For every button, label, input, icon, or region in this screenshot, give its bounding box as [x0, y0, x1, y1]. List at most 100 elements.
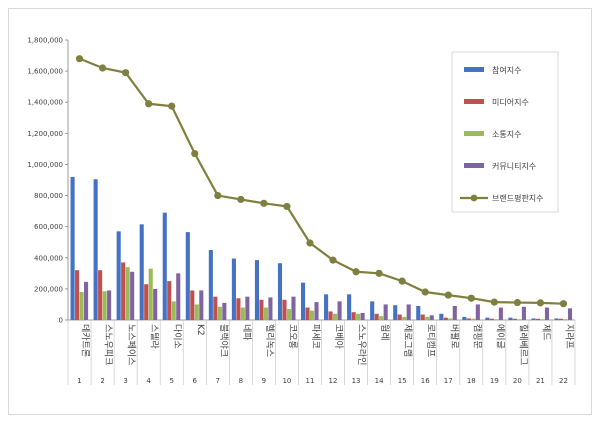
point-브랜드평판지수: [421, 288, 429, 296]
category-label: 스텔라: [149, 324, 161, 350]
bar-참여지수: [370, 301, 375, 320]
point-브랜드평판지수: [513, 298, 521, 307]
bar-소통지수: [263, 307, 268, 320]
y-tick-label: 0: [59, 317, 63, 325]
bar-소통지수: [356, 313, 361, 320]
category-number: 14: [375, 377, 384, 385]
point-브랜드평판지수: [214, 191, 222, 200]
bar-소통지수: [148, 268, 153, 320]
category-label: 지라프: [563, 324, 574, 349]
bar-소통지수: [563, 319, 568, 320]
bar-소통지수: [102, 291, 107, 320]
point-브랜드평판지수: [559, 300, 568, 308]
category-label: 제드: [540, 324, 551, 341]
category-number: 2: [100, 377, 104, 385]
bar-소통지수: [171, 301, 176, 320]
bar-소통지수: [540, 319, 545, 320]
category-number: 5: [169, 377, 173, 385]
bar-미디어지수: [190, 290, 195, 320]
bar-참여지수: [485, 317, 490, 320]
bar-커뮤니티지수: [475, 304, 480, 320]
point-브랜드평판지수: [490, 298, 498, 306]
point-브랜드평판지수: [122, 69, 130, 77]
category-label: 파세코: [310, 324, 321, 349]
category-number: 12: [329, 377, 338, 385]
bar-참여지수: [531, 318, 536, 320]
bar-미디어지수: [512, 318, 517, 320]
bar-미디어지수: [213, 296, 218, 320]
category-label: 제로그램: [402, 324, 414, 357]
bar-참여지수: [185, 232, 190, 320]
category-number: 1: [77, 377, 81, 385]
category-number: 8: [239, 377, 243, 385]
bar-미디어지수: [443, 317, 448, 320]
bar-커뮤니티지수: [84, 281, 89, 320]
category-label: 웜레: [379, 324, 390, 341]
category-number: 17: [444, 377, 453, 385]
bar-참여지수: [347, 294, 352, 320]
bar-참여지수: [231, 258, 236, 320]
legend-swatch-참여지수: [464, 67, 484, 72]
bar-커뮤니티지수: [337, 301, 342, 320]
bar-미디어지수: [420, 314, 425, 320]
bar-참여지수: [300, 282, 306, 320]
category-label: 힐레베르그: [517, 324, 529, 365]
point-브랜드평판지수: [145, 100, 153, 108]
bar-소통지수: [125, 267, 130, 320]
legend-label: 커뮤니티지수: [492, 161, 536, 171]
legend-label: 소통지수: [492, 130, 521, 139]
line-브랜드평판지수: [79, 57, 564, 305]
category-number: 10: [282, 377, 291, 385]
bar-참여지수: [324, 294, 329, 320]
legend-label: 브랜드평판지수: [492, 193, 544, 203]
point-브랜드평판지수: [444, 291, 452, 299]
point-브랜드평판지수: [398, 277, 406, 285]
point-브랜드평판지수: [329, 256, 337, 264]
point-브랜드평판지수: [237, 195, 245, 204]
bar-미디어지수: [489, 318, 494, 320]
bar-커뮤니티지수: [498, 307, 503, 320]
bar-미디어지수: [259, 299, 264, 320]
bar-참여지수: [439, 313, 444, 320]
bar-커뮤니티지수: [544, 307, 550, 320]
bar-미디어지수: [466, 318, 471, 320]
category-number: 20: [513, 377, 522, 385]
point-브랜드평판지수: [352, 268, 360, 276]
y-tick-label: 1,600,000: [27, 68, 63, 76]
point-브랜드평판지수: [260, 199, 268, 207]
bar-미디어지수: [167, 281, 172, 320]
bar-소통지수: [194, 304, 199, 320]
bar-미디어지수: [144, 284, 149, 320]
bar-소통지수: [309, 310, 315, 320]
bar-소통지수: [286, 309, 292, 320]
category-number: 7: [216, 377, 220, 385]
y-tick-label: 400,000: [34, 254, 63, 262]
category-label: 블랙야크: [218, 324, 229, 357]
bar-미디어지수: [305, 307, 310, 320]
point-브랜드평판지수: [536, 299, 545, 307]
category-number: 21: [536, 377, 545, 385]
bar-커뮤니티지수: [176, 273, 181, 320]
legend-swatch-커뮤니티지수: [464, 163, 484, 168]
category-number: 11: [306, 377, 315, 385]
category-label: K2: [195, 324, 205, 336]
bar-커뮤니티지수: [383, 304, 388, 320]
bar-미디어지수: [282, 299, 287, 320]
legend-marker-브랜드평판지수: [470, 194, 478, 202]
bar-커뮤니티지수: [153, 288, 158, 320]
category-label: 스노우피크: [103, 324, 114, 365]
point-브랜드평판지수: [283, 202, 291, 211]
bar-커뮤니티지수: [199, 290, 204, 320]
bar-커뮤니티지수: [107, 290, 112, 320]
point-브랜드평판지수: [191, 149, 199, 158]
bar-커뮤니티지수: [314, 302, 319, 320]
bar-참여지수: [554, 318, 559, 320]
bar-미디어지수: [374, 313, 379, 320]
category-label: 다이소: [172, 324, 183, 349]
y-tick-label: 1,800,000: [27, 37, 63, 45]
category-label: 코오롱: [287, 324, 298, 349]
bar-커뮤니티지수: [245, 296, 250, 320]
category-number: 9: [262, 377, 266, 385]
bar-참여지수: [277, 263, 283, 320]
bar-참여지수: [70, 176, 75, 320]
